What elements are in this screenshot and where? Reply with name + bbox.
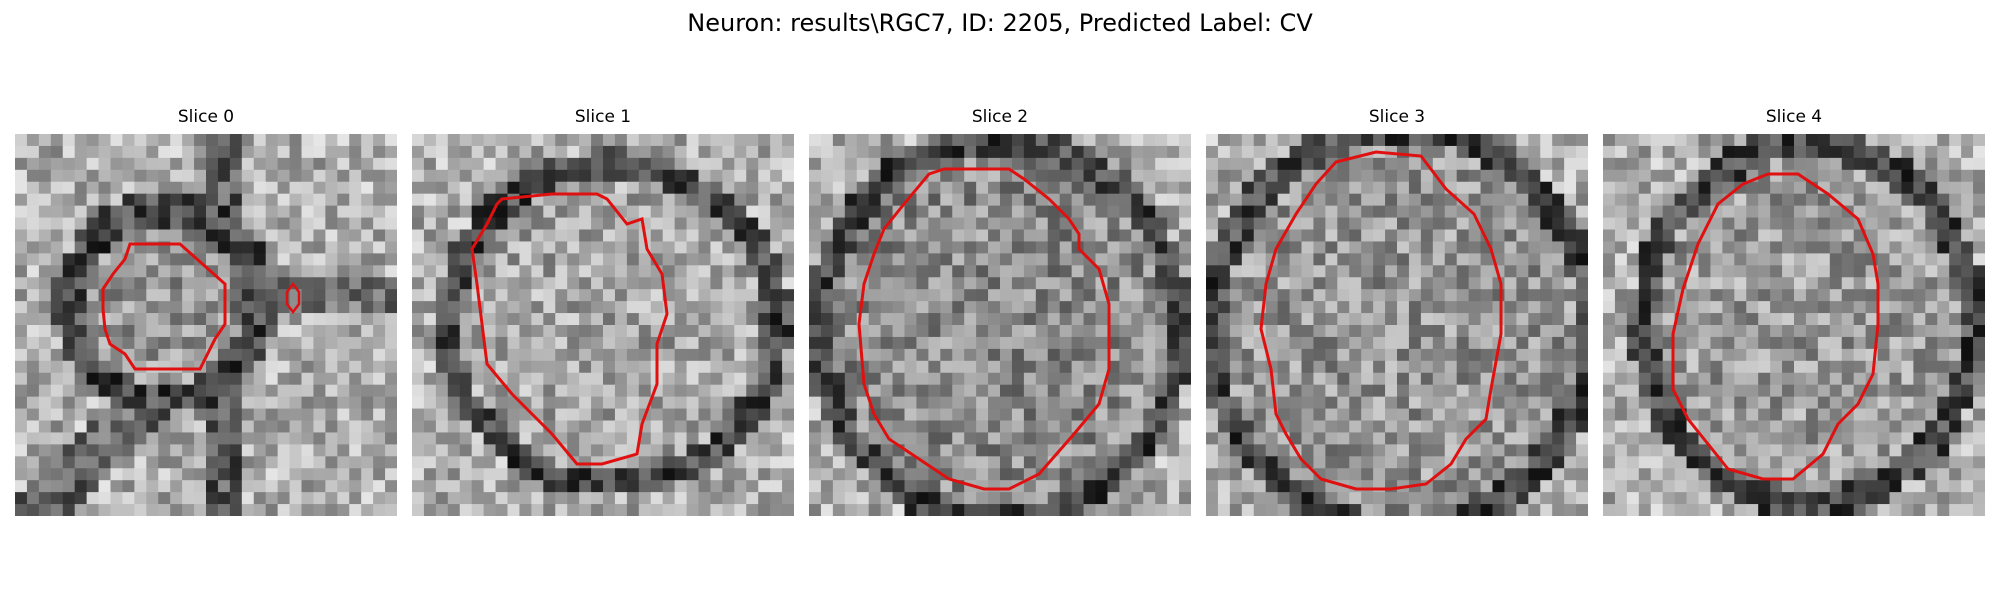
slice-panel-1: Slice 1 xyxy=(412,107,794,516)
micrograph-svg xyxy=(809,134,1191,516)
micrograph-svg xyxy=(412,134,794,516)
slice-title: Slice 0 xyxy=(177,107,235,127)
segmentation-contour xyxy=(470,192,669,466)
micrograph-svg xyxy=(15,134,397,516)
slice-panel-4: Slice 4 xyxy=(1603,107,1985,516)
micrograph-svg xyxy=(1206,134,1588,516)
slice-panel-0: Slice 0 xyxy=(15,107,397,516)
segmentation-contour xyxy=(1671,172,1880,481)
segmentation-contour xyxy=(101,242,227,371)
micrograph-svg xyxy=(1603,134,1985,516)
slice-image xyxy=(1603,134,1985,516)
slice-title: Slice 4 xyxy=(1765,107,1823,127)
slice-panel-2: Slice 2 xyxy=(809,107,1191,516)
slice-image xyxy=(809,134,1191,516)
slice-title: Slice 3 xyxy=(1368,107,1426,127)
slice-title: Slice 2 xyxy=(971,107,1029,127)
slice-image xyxy=(15,134,397,516)
segmentation-contour xyxy=(1259,150,1503,491)
figure-title: Neuron: results\RGC7, ID: 2205, Predicte… xyxy=(687,9,1313,37)
slice-panel-3: Slice 3 xyxy=(1206,107,1588,516)
segmentation-contour-small xyxy=(285,281,301,315)
slice-image xyxy=(412,134,794,516)
slice-image xyxy=(1206,134,1588,516)
slice-title: Slice 1 xyxy=(574,107,632,127)
segmentation-contour xyxy=(857,167,1111,491)
